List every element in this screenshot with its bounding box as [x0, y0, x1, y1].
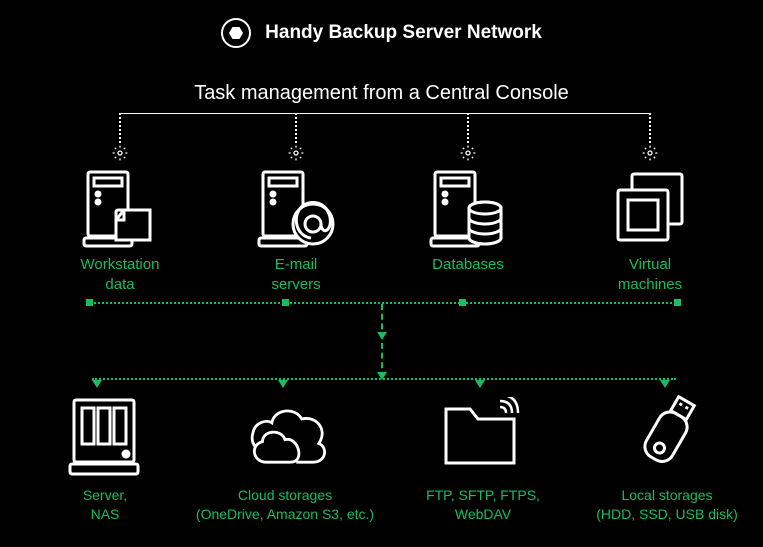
node-label: Virtual machines — [605, 255, 695, 294]
arrow-down-icon — [475, 380, 485, 388]
node-server-nas: Server, NAS — [55, 390, 155, 524]
logo-icon — [221, 18, 251, 48]
vm-icon — [605, 163, 695, 253]
arrow-down-icon — [278, 380, 288, 388]
node-vm: Virtual machines — [605, 163, 695, 294]
connector-dot — [282, 299, 289, 306]
ftp-folder-icon — [438, 390, 528, 480]
gear-icon — [288, 145, 304, 161]
arrow-down-icon — [377, 332, 387, 340]
node-workstation: Workstation data — [75, 163, 165, 294]
gear-icon — [642, 145, 658, 161]
node-ftp: FTP, SFTP, FTPS, WebDAV — [418, 390, 548, 524]
node-label: FTP, SFTP, FTPS, WebDAV — [418, 486, 548, 524]
subtitle: Task management from a Central Console — [0, 82, 763, 105]
node-local: Local storages (HDD, SSD, USB disk) — [592, 390, 742, 524]
tree-branch-4 — [649, 113, 651, 143]
tree-branch-3 — [467, 113, 469, 143]
cloud-icon — [240, 390, 330, 480]
arrow-down-icon — [92, 380, 102, 388]
nas-icon — [60, 390, 150, 480]
node-label: Cloud storages (OneDrive, Amazon S3, etc… — [195, 486, 375, 524]
node-label: Workstation data — [75, 255, 165, 294]
node-label: Server, NAS — [55, 486, 155, 524]
connector-bottom-h — [92, 378, 676, 380]
gear-icon — [460, 145, 476, 161]
gear-icon — [112, 145, 128, 161]
connector-dot — [674, 299, 681, 306]
tree-top-line — [120, 113, 650, 114]
connector-dot — [86, 299, 93, 306]
node-label: Local storages (HDD, SSD, USB disk) — [592, 486, 742, 524]
connector-top-h — [90, 302, 680, 304]
database-server-icon — [423, 163, 513, 253]
node-cloud: Cloud storages (OneDrive, Amazon S3, etc… — [195, 390, 375, 524]
node-email: E-mail servers — [251, 163, 341, 294]
connector-dot — [459, 299, 466, 306]
arrow-down-icon — [660, 380, 670, 388]
workstation-icon — [75, 163, 165, 253]
node-databases: Databases — [423, 163, 513, 275]
connector-v — [381, 304, 383, 378]
tree-branch-2 — [295, 113, 297, 143]
usb-icon — [622, 390, 712, 480]
email-server-icon — [251, 163, 341, 253]
header-title: Handy Backup Server Network — [265, 22, 542, 44]
node-label: E-mail servers — [251, 255, 341, 294]
header: Handy Backup Server Network — [0, 18, 763, 48]
node-label: Databases — [423, 255, 513, 275]
tree-branch-1 — [119, 113, 121, 143]
